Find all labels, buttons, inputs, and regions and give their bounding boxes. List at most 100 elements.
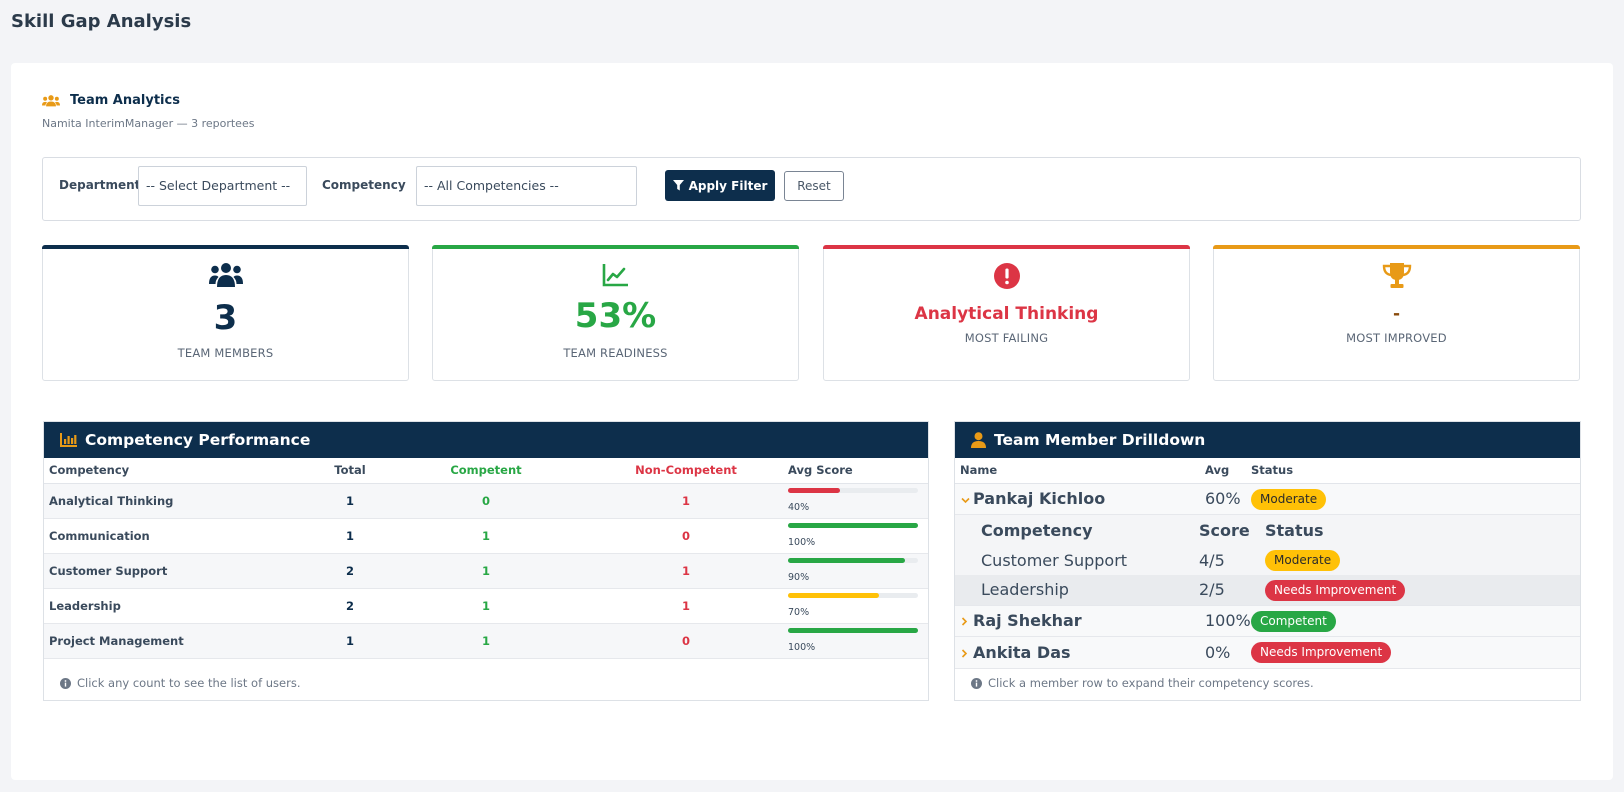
alert-circle-icon bbox=[993, 263, 1020, 289]
users-icon bbox=[42, 94, 60, 106]
col-name: Name bbox=[955, 458, 1205, 484]
section-title: Team Analytics bbox=[70, 93, 180, 108]
member-row[interactable]: Raj Shekhar 100% Competent bbox=[955, 605, 1580, 637]
info-icon bbox=[971, 677, 982, 689]
apply-filter-button[interactable]: Apply Filter bbox=[665, 170, 775, 201]
avg-score-bar-fill bbox=[788, 592, 879, 598]
total-count[interactable]: 1 bbox=[334, 623, 366, 659]
competency-note-text: Click any count to see the list of users… bbox=[77, 676, 301, 690]
info-icon bbox=[60, 677, 71, 689]
status-badge: Needs Improvement bbox=[1251, 642, 1392, 664]
avg-score-pct: 40% bbox=[788, 501, 810, 513]
drilldown-panel-title: Team Member Drilldown bbox=[994, 431, 1206, 449]
member-row[interactable]: Ankita Das 0% Needs Improvement bbox=[955, 637, 1580, 669]
team-members-value: 3 bbox=[213, 298, 238, 338]
avg-score-pct: 100% bbox=[788, 641, 816, 653]
detail-row: Leadership 2/5 Needs Improvement bbox=[955, 575, 1580, 605]
reset-button[interactable]: Reset bbox=[784, 171, 844, 201]
competent-count[interactable]: 0 bbox=[366, 483, 606, 519]
avg-score-bar bbox=[788, 627, 918, 633]
competency-name: Project Management bbox=[44, 623, 334, 659]
competency-name: Analytical Thinking bbox=[44, 483, 334, 519]
team-readiness-value: 53% bbox=[574, 296, 657, 336]
non-competent-count[interactable]: 1 bbox=[606, 553, 766, 589]
stat-card-most-improved: - MOST IMPROVED bbox=[1213, 245, 1580, 381]
user-icon bbox=[971, 432, 986, 448]
competent-count[interactable]: 1 bbox=[366, 623, 606, 659]
drilldown-note: Click a member row to expand their compe… bbox=[971, 676, 1314, 690]
team-members-label: TEAM MEMBERS bbox=[177, 346, 274, 360]
competency-select[interactable]: -- All Competencies -- bbox=[416, 166, 637, 206]
non-competent-count[interactable]: 1 bbox=[606, 588, 766, 624]
sub-col-score: Score bbox=[1199, 520, 1250, 540]
main-card: Team Analytics Namita InterimManager — 3… bbox=[11, 63, 1613, 780]
member-detail-table: Competency Score Status Customer Support 4/5… bbox=[955, 515, 1580, 606]
section-header: Team Analytics bbox=[42, 93, 180, 108]
competency-note: Click any count to see the list of users… bbox=[60, 676, 301, 690]
total-count[interactable]: 1 bbox=[334, 518, 366, 554]
member-row[interactable]: Pankaj Kichloo 60% Moderate bbox=[955, 483, 1580, 515]
col-avg-score: Avg Score bbox=[766, 458, 928, 484]
non-competent-count[interactable]: 0 bbox=[606, 518, 766, 554]
col-competent: Competent bbox=[366, 458, 606, 484]
status-badge: Moderate bbox=[1265, 550, 1341, 571]
member-avg: 0% bbox=[1205, 637, 1251, 669]
drilldown-table: Name Avg Status bbox=[955, 458, 1580, 484]
detail-score: 2/5 bbox=[1199, 580, 1225, 600]
detail-competency: Leadership bbox=[981, 580, 1069, 600]
chevron-right-icon bbox=[961, 649, 968, 658]
col-status: Status bbox=[1251, 458, 1580, 484]
most-improved-value: - bbox=[1392, 304, 1401, 324]
non-competent-count[interactable]: 1 bbox=[606, 483, 766, 519]
apply-filter-label: Apply Filter bbox=[688, 178, 768, 193]
avg-score-pct: 70% bbox=[788, 606, 810, 618]
col-total: Total bbox=[334, 458, 366, 484]
total-count[interactable]: 2 bbox=[334, 588, 366, 624]
total-count[interactable]: 1 bbox=[334, 483, 366, 519]
col-competency: Competency bbox=[44, 458, 334, 484]
department-label: Department bbox=[59, 178, 141, 192]
competency-table: Competency Total Competent Non-Competent… bbox=[44, 458, 928, 659]
most-failing-label: MOST FAILING bbox=[964, 331, 1049, 345]
competency-name: Customer Support bbox=[44, 553, 334, 589]
bar-chart-icon bbox=[60, 433, 77, 447]
competency-performance-panel: Competency Performance Competency Total … bbox=[43, 421, 929, 701]
competency-name: Leadership bbox=[44, 588, 334, 624]
competency-name: Communication bbox=[44, 518, 334, 554]
avg-score-bar bbox=[788, 487, 918, 493]
table-row: Customer Support 2 1 1 90% bbox=[44, 553, 928, 589]
member-name: Raj Shekhar bbox=[973, 611, 1082, 631]
team-drilldown-panel: Team Member Drilldown Name Avg Status Pa… bbox=[954, 421, 1581, 701]
trophy-icon bbox=[1382, 263, 1411, 288]
avg-score-bar-fill bbox=[788, 557, 905, 563]
line-chart-icon bbox=[602, 264, 628, 287]
non-competent-count[interactable]: 0 bbox=[606, 623, 766, 659]
avg-score-bar-fill bbox=[788, 522, 918, 528]
total-count[interactable]: 2 bbox=[334, 553, 366, 589]
sub-col-status: Status bbox=[1265, 520, 1324, 540]
competent-count[interactable]: 1 bbox=[366, 588, 606, 624]
most-improved-label: MOST IMPROVED bbox=[1346, 331, 1447, 345]
detail-score: 4/5 bbox=[1199, 550, 1225, 570]
avg-score-bar-fill bbox=[788, 627, 918, 633]
stat-card-team-readiness: 53% TEAM READINESS bbox=[432, 245, 799, 381]
member-name: Ankita Das bbox=[973, 642, 1071, 662]
competency-label: Competency bbox=[322, 178, 406, 192]
drilldown-rows: Pankaj Kichloo 60% Moderate Competency Score… bbox=[955, 483, 1580, 669]
page-title: Skill Gap Analysis bbox=[11, 11, 192, 32]
status-badge: Moderate bbox=[1251, 488, 1327, 510]
avg-score-bar-fill bbox=[788, 487, 840, 493]
status-badge: Needs Improvement bbox=[1265, 579, 1406, 601]
table-row: Project Management 1 1 0 100% bbox=[44, 623, 928, 659]
stat-card-most-failing: Analytical Thinking MOST FAILING bbox=[823, 245, 1190, 381]
competent-count[interactable]: 1 bbox=[366, 553, 606, 589]
table-row: Leadership 2 1 1 70% bbox=[44, 588, 928, 624]
most-failing-value: Analytical Thinking bbox=[914, 304, 1099, 324]
member-name: Pankaj Kichloo bbox=[973, 489, 1106, 509]
department-select[interactable]: -- Select Department -- bbox=[138, 166, 307, 206]
filter-icon bbox=[672, 180, 684, 191]
competency-panel-header: Competency Performance bbox=[44, 422, 928, 458]
filter-bar: Department -- Select Department -- Compe… bbox=[42, 157, 1581, 221]
competent-count[interactable]: 1 bbox=[366, 518, 606, 554]
member-avg: 100% bbox=[1205, 605, 1251, 637]
